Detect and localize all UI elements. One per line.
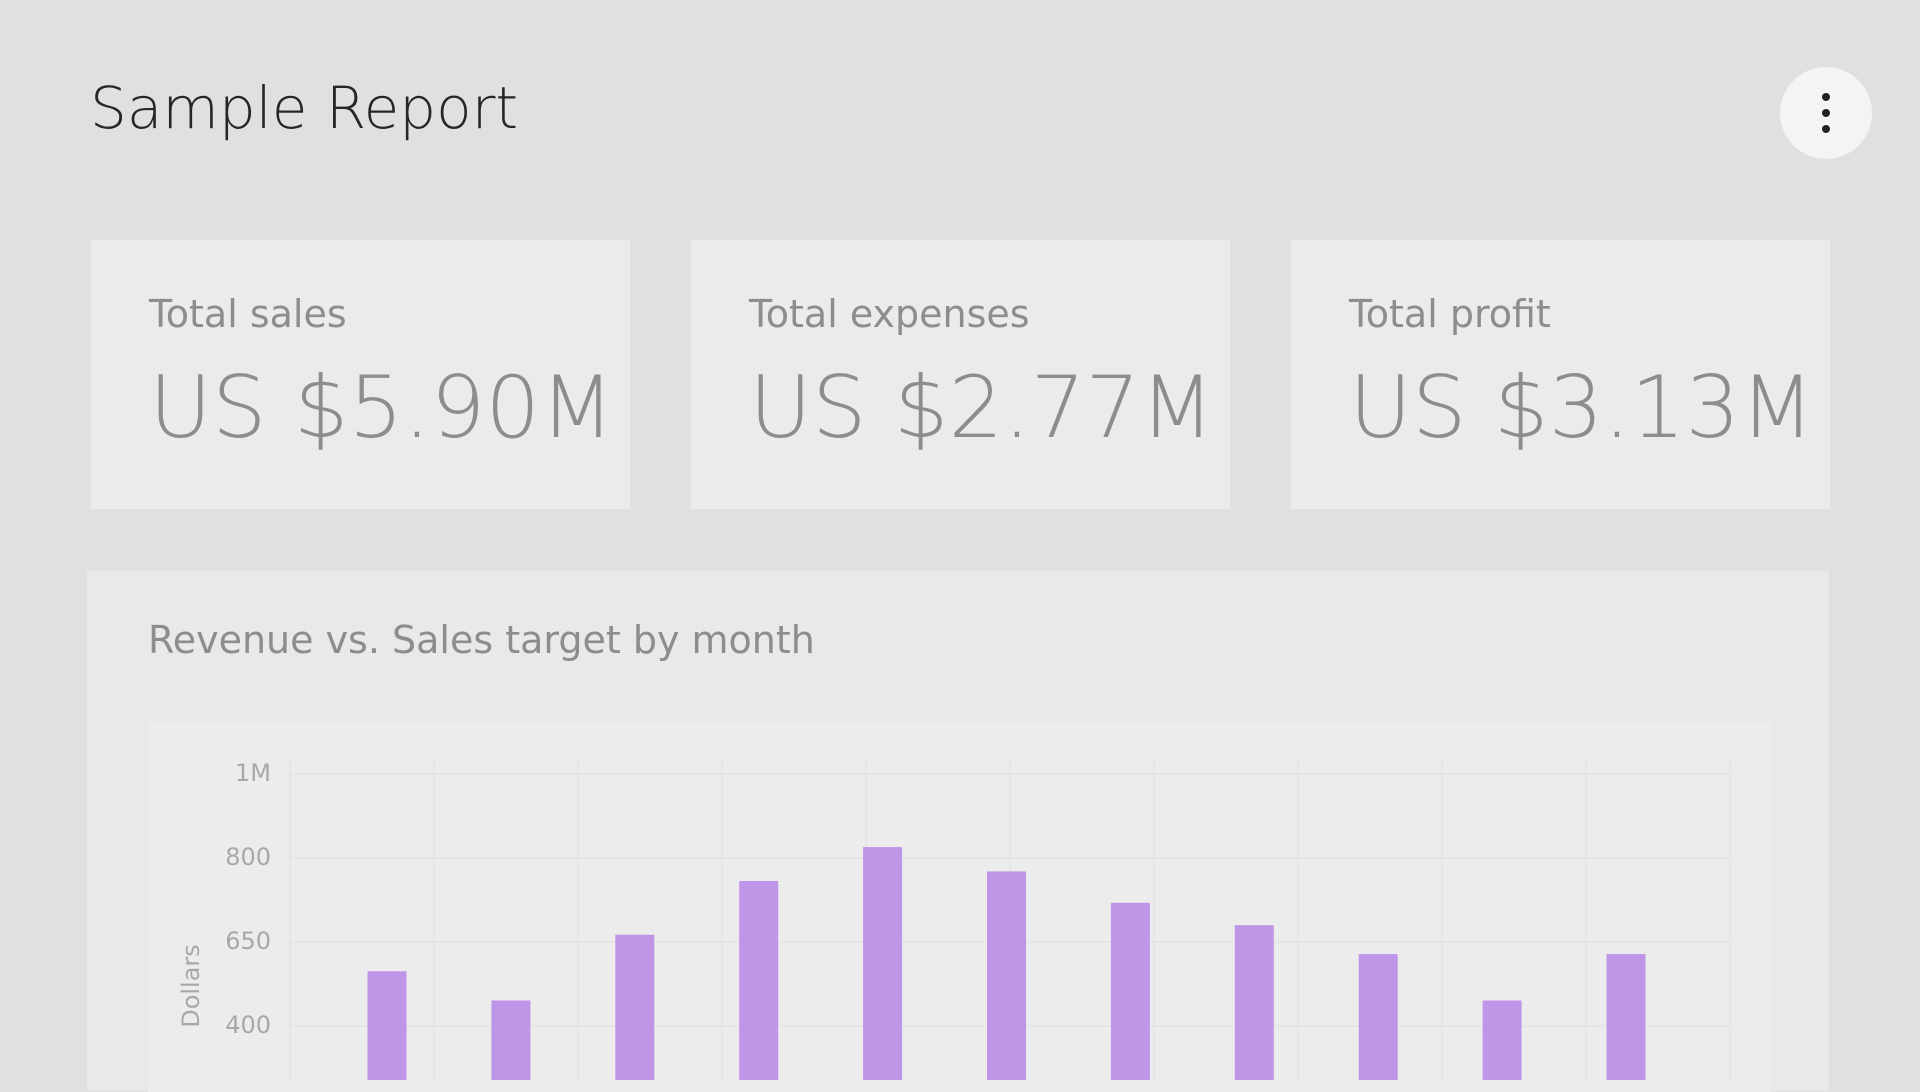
bar — [491, 1000, 531, 1080]
kpi-label: Total expenses — [749, 292, 1030, 336]
y-tick-label: 650 — [225, 927, 271, 955]
kpi-card: Total sales US $5.90M — [91, 240, 630, 509]
page-title: Sample Report — [90, 74, 519, 142]
kpi-label: Total sales — [149, 292, 347, 336]
y-tick-label: 800 — [225, 843, 271, 871]
bar — [1358, 954, 1398, 1080]
bar — [367, 971, 407, 1080]
kpi-value: US $3.13M — [1349, 358, 1815, 458]
y-axis-label: Dollars — [177, 944, 205, 1028]
bar — [615, 934, 655, 1080]
kpi-label: Total profit — [1349, 292, 1551, 336]
y-tick-label: 400 — [225, 1011, 271, 1039]
menu-dot — [1822, 125, 1830, 133]
bar — [1606, 954, 1646, 1080]
chart-title: Revenue vs. Sales target by month — [148, 618, 815, 662]
y-tick-label: 1M — [235, 759, 271, 787]
kpi-card: Total profit US $3.13M — [1291, 240, 1830, 509]
bar — [863, 847, 903, 1080]
menu-dot — [1822, 109, 1830, 117]
bar — [1234, 925, 1274, 1080]
bar — [987, 871, 1026, 1080]
bar — [739, 880, 779, 1080]
kpi-card: Total expenses US $2.77M — [691, 240, 1230, 509]
bar — [1110, 902, 1150, 1080]
bar — [1482, 1000, 1522, 1080]
overflow-menu-button[interactable] — [1780, 67, 1872, 159]
kpi-value: US $5.90M — [149, 358, 615, 458]
menu-dot — [1822, 93, 1830, 101]
kpi-value: US $2.77M — [749, 358, 1215, 458]
